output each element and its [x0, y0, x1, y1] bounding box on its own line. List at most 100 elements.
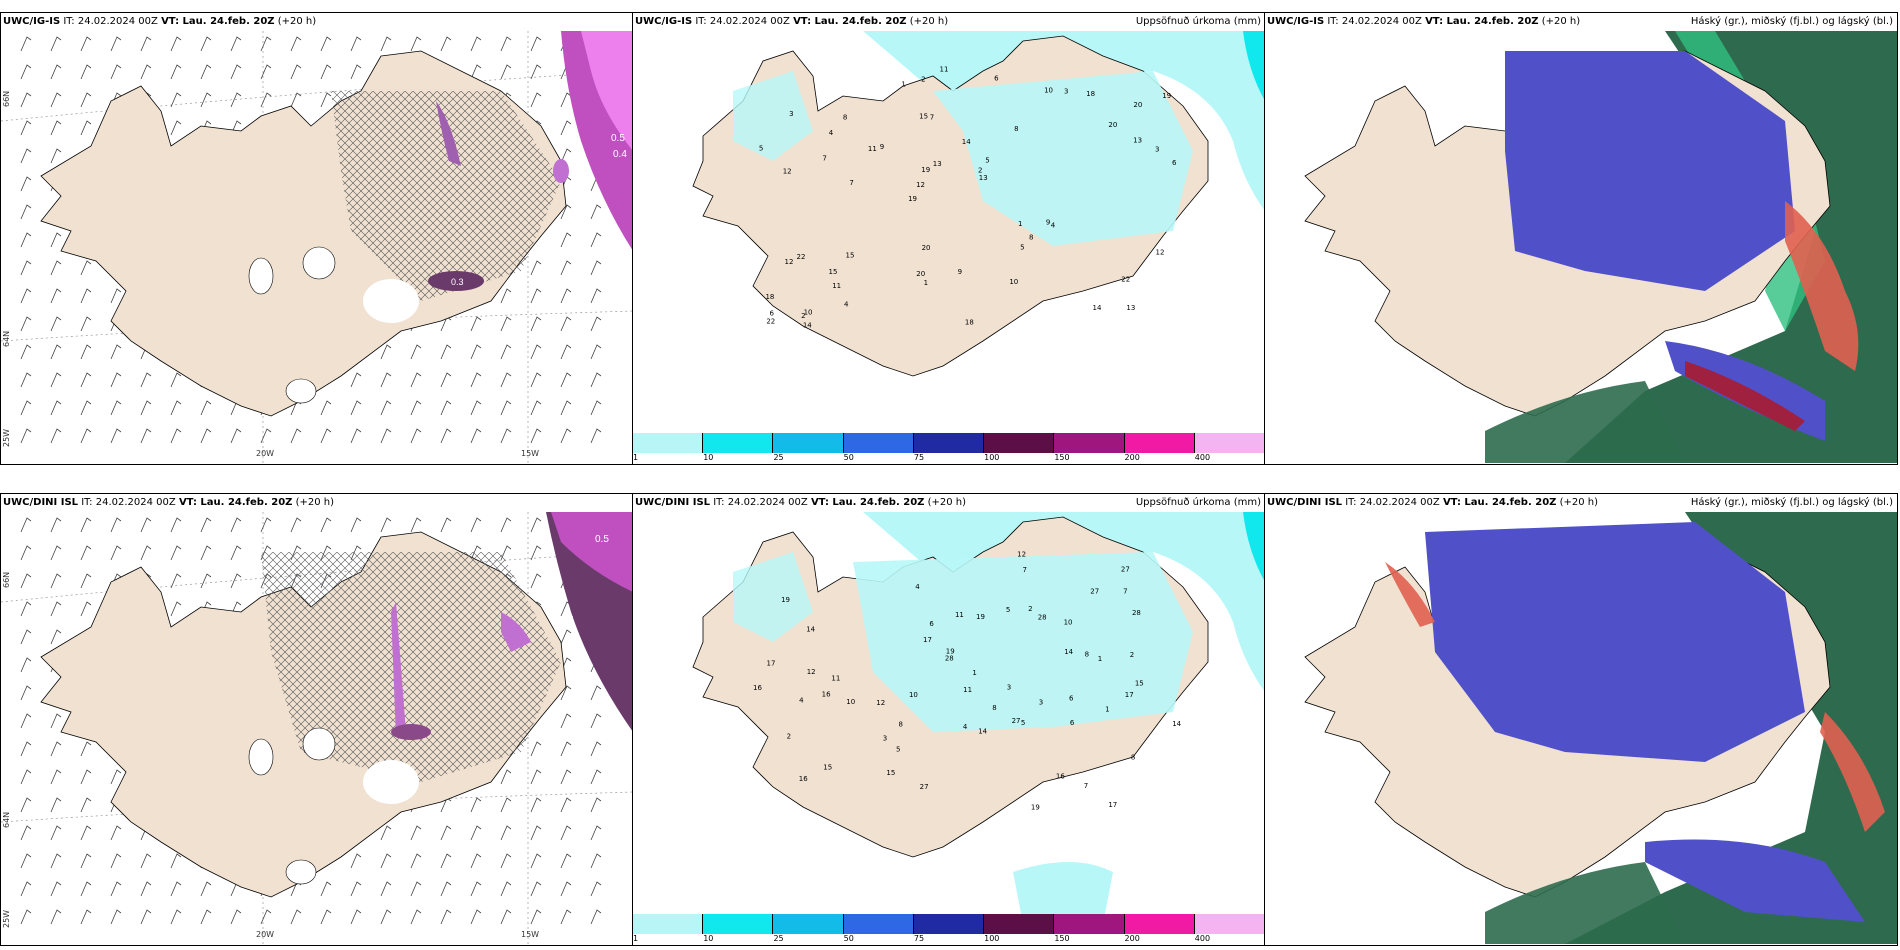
- it-label: IT: 24.02.2024 00Z: [695, 16, 790, 27]
- precip-value: 4: [799, 696, 804, 704]
- wind-barb: [50, 797, 62, 813]
- colorbar-swatch: [773, 914, 844, 934]
- precip-value: 10: [804, 308, 813, 316]
- wind-barb: [530, 36, 542, 52]
- wind-barb: [170, 517, 182, 533]
- wind-barb: [50, 909, 62, 925]
- precip-value: 19: [1162, 92, 1171, 100]
- wind-barb: [230, 909, 242, 925]
- wind-barb: [110, 428, 122, 444]
- wind-barb: [140, 517, 152, 533]
- precip-value: 19: [976, 613, 985, 621]
- precip-value: 16: [1056, 773, 1065, 781]
- wind-barb: [320, 517, 332, 533]
- wind-barb: [50, 629, 62, 645]
- lon-label: 15W: [521, 930, 539, 939]
- wind-barb: [50, 428, 62, 444]
- precip-value: 3: [1039, 699, 1043, 707]
- wind-barb: [350, 64, 362, 80]
- wind-barb: [50, 881, 62, 897]
- wind-barb: [170, 573, 182, 589]
- wind-barb: [50, 344, 62, 360]
- wind-barb: [590, 881, 602, 897]
- precip-value: 8: [1131, 754, 1135, 762]
- wind-barb: [500, 400, 512, 416]
- wind-barb: [50, 601, 62, 617]
- wind-barb: [170, 36, 182, 52]
- precip-value: 17: [923, 636, 932, 644]
- vt-label: VT: Lau. 24.feb. 20Z: [1425, 16, 1539, 27]
- precip-value: 8: [1014, 125, 1018, 133]
- wind-barb: [440, 36, 452, 52]
- lon-label: 15W: [521, 449, 539, 458]
- precip-value: 4: [963, 723, 968, 731]
- wind-barb: [470, 428, 482, 444]
- wind-map: 0.5 0.3 20W 15W 66N 64N 25W: [1, 512, 633, 944]
- colorbar-ticks: 1 10 25 50 75 100 150 200 400: [633, 453, 1265, 464]
- wind-barb: [350, 36, 362, 52]
- wind-barb: [140, 545, 152, 561]
- wind-barb: [560, 741, 572, 757]
- wind-map: 0.5 0.4 0.3 20W 15W 66N 64N 25W: [1, 31, 633, 463]
- wind-barb: [170, 400, 182, 416]
- wind-barb: [20, 601, 32, 617]
- lead-label: (+20 h): [909, 16, 949, 27]
- panel-header: UWC/DINI ISL IT: 24.02.2024 00Z VT: Lau.…: [1, 494, 633, 512]
- wind-barb: [320, 64, 332, 80]
- precip-value: 20: [1108, 121, 1117, 129]
- wind-barb: [50, 260, 62, 276]
- lon-label: 20W: [256, 930, 274, 939]
- colorbar-swatch: [1194, 914, 1265, 934]
- wind-barb: [50, 92, 62, 108]
- wind-barb: [20, 573, 32, 589]
- model-label: UWC/IG-IS: [1267, 16, 1325, 27]
- wind-barb: [470, 64, 482, 80]
- wind-barb: [80, 825, 92, 841]
- wind-barb: [80, 769, 92, 785]
- wind-barb: [110, 372, 122, 388]
- precip-value: 16: [799, 775, 808, 783]
- precip-map: 1312201981015142291811754326113122019810…: [692, 31, 1265, 377]
- vt-label: VT: Lau. 24.feb. 20Z: [810, 497, 925, 508]
- wind-barb: [470, 853, 482, 869]
- wind-barb: [410, 909, 422, 925]
- precip-value: 14: [978, 727, 987, 735]
- colorbar-tick-label: 1: [633, 934, 639, 943]
- colorbar-swatch: [1054, 433, 1125, 453]
- wind-barb: [260, 64, 272, 80]
- lat-label: 25W: [2, 429, 11, 447]
- precip-value: 6: [1070, 719, 1075, 727]
- wind-barb: [530, 797, 542, 813]
- colorbar-tick-label: 25: [773, 453, 784, 462]
- wind-barb: [20, 260, 32, 276]
- colorbar-swatch: [1194, 433, 1265, 453]
- wind-barb: [470, 372, 482, 388]
- precip-value: 11: [955, 611, 964, 619]
- precip-value: 3: [1007, 684, 1011, 692]
- precip-value: 27: [1121, 566, 1130, 574]
- precip-value: 14: [803, 322, 812, 330]
- precip-value: 13: [1126, 304, 1135, 312]
- wind-barb: [110, 853, 122, 869]
- lead-label: (+20 h): [295, 497, 335, 508]
- wind-barb: [110, 545, 122, 561]
- wind-barb: [80, 36, 92, 52]
- precip-value: 3: [1155, 146, 1159, 154]
- wind-barb: [530, 344, 542, 360]
- precip-value: 11: [831, 674, 840, 682]
- model-label: UWC/DINI ISL: [3, 497, 79, 508]
- precip-value: 28: [1132, 609, 1141, 617]
- precip-value: 13: [933, 160, 942, 168]
- wind-barb: [500, 517, 512, 533]
- wind-barb: [590, 400, 602, 416]
- wind-barb: [500, 797, 512, 813]
- precip-value: 17: [1108, 801, 1117, 809]
- wind-barb: [410, 344, 422, 360]
- wind-barb: [320, 92, 332, 108]
- wind-barb: [20, 713, 32, 729]
- wind-barb: [50, 825, 62, 841]
- lat-label: 64N: [2, 331, 11, 347]
- wind-barb: [20, 685, 32, 701]
- precip-value: 7: [1084, 782, 1088, 790]
- wind-barb: [560, 232, 572, 248]
